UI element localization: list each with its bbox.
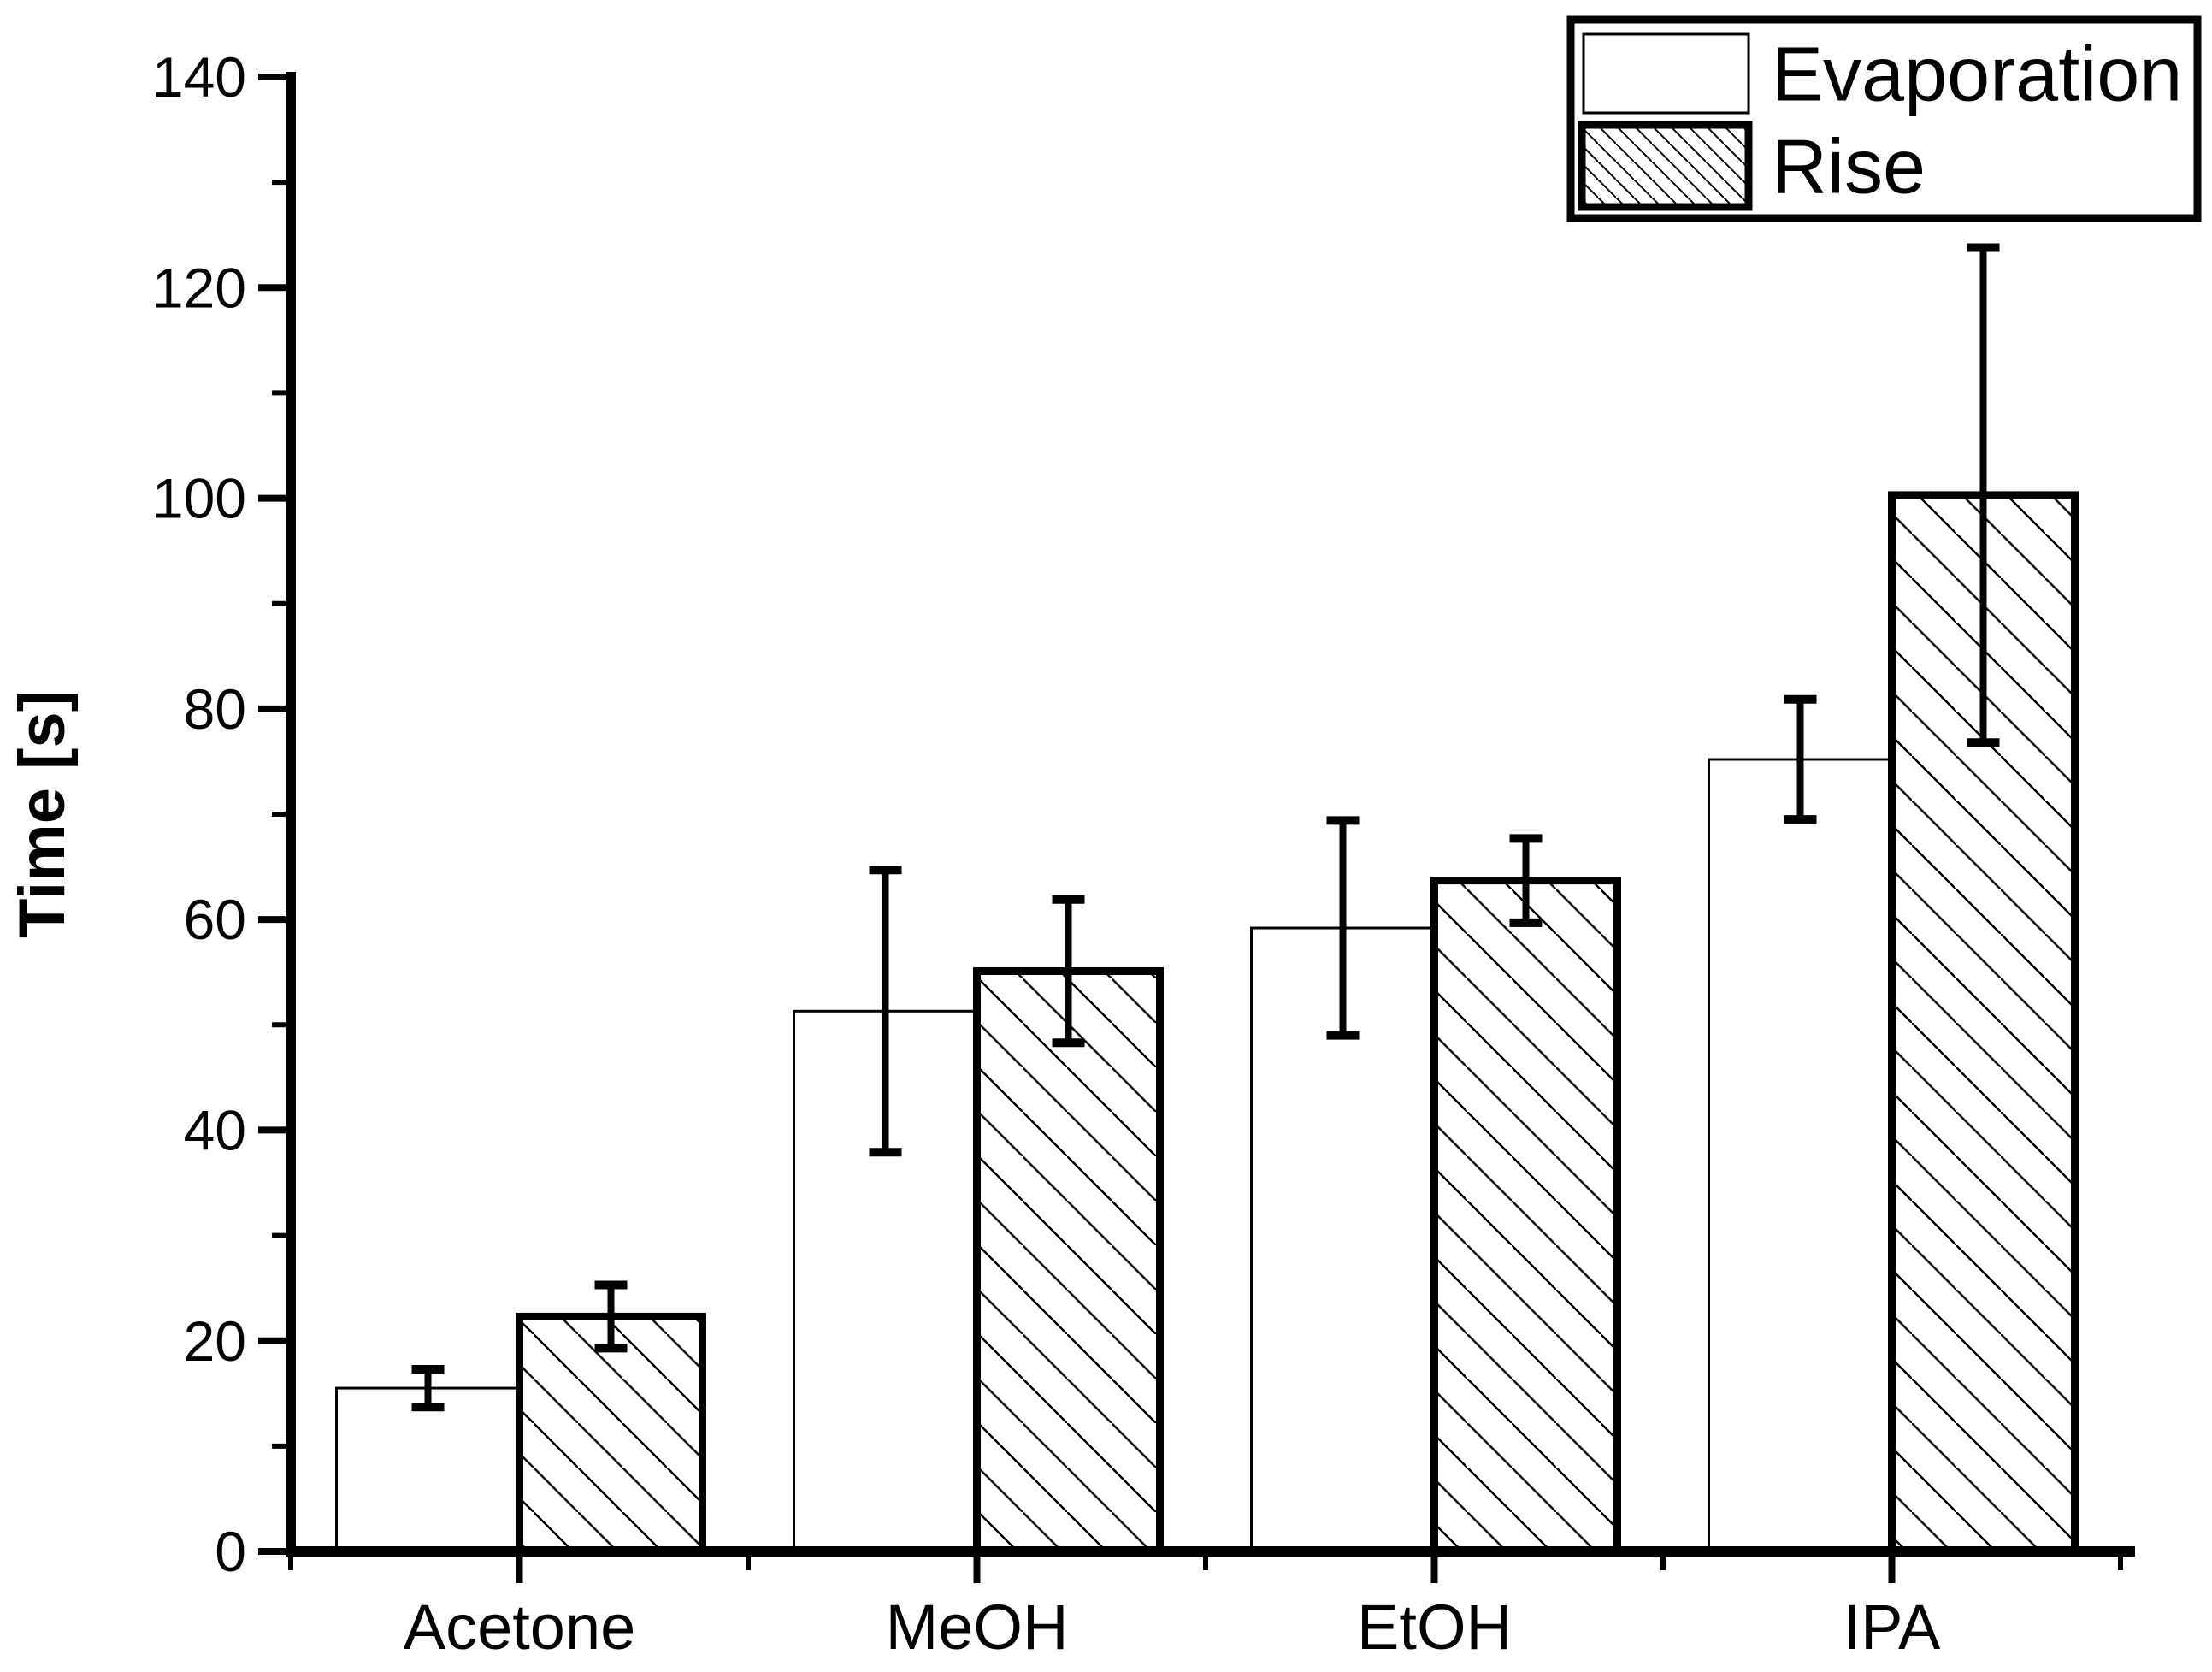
y-tick-label-20: 20 (184, 1309, 246, 1373)
y-tick-label-120: 120 (152, 256, 246, 319)
bar-ipa-evaporation (1708, 758, 1893, 1553)
x-category-label-etoh: EtOH (1357, 1592, 1512, 1663)
y-tick-label-140: 140 (152, 45, 246, 109)
x-category-label-acetone: Acetone (404, 1592, 636, 1663)
error-bars-layer (411, 243, 2000, 1412)
bar-etoh-rise (1430, 877, 1621, 1556)
legend-swatch-rise (1578, 121, 1753, 211)
tick-labels-layer: 0 20 40 60 80 100 120 140 Acetone MeOH EtOH IPA (152, 45, 1941, 1663)
bar-acetone-rise (516, 1312, 706, 1556)
bars-layer (335, 491, 2079, 1556)
bar-meoh-rise (973, 967, 1164, 1556)
x-category-label-meoh: MeOH (886, 1592, 1069, 1663)
y-tick-label-40: 40 (184, 1099, 246, 1162)
axes-layer (258, 72, 2135, 1583)
legend-label-rise: Rise (1772, 125, 1926, 210)
y-tick-label-60: 60 (184, 888, 246, 951)
y-tick-label-100: 100 (152, 467, 246, 530)
legend-swatch-evaporation (1582, 32, 1750, 115)
y-axis-title: Time [s] (6, 690, 79, 938)
y-tick-label-0: 0 (215, 1520, 246, 1583)
legend: Evaporation Rise (1566, 15, 2202, 222)
bar-acetone-evaporation (335, 1386, 521, 1553)
x-category-label-ipa: IPA (1843, 1592, 1941, 1663)
y-tick-label-80: 80 (184, 677, 246, 741)
bar-ipa-rise (1888, 491, 2079, 1556)
legend-label-evaporation: Evaporation (1772, 32, 2182, 118)
